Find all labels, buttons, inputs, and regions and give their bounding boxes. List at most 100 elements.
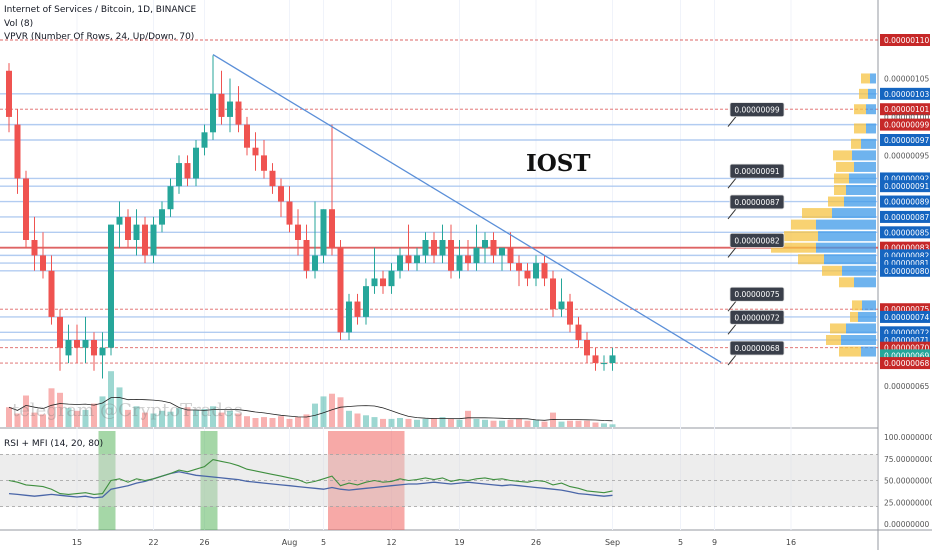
volume-bar (584, 420, 590, 427)
vpvr-up-bar (846, 323, 876, 334)
vpvr-down-bar (822, 265, 842, 276)
annotation-label: 0.00000087 (734, 198, 780, 207)
vpvr-up-bar (832, 208, 876, 219)
candle-body (541, 263, 548, 279)
symbol-label[interactable]: Internet of Services / Bitcoin, 1D, BINA… (4, 5, 197, 15)
candle-body (303, 240, 310, 271)
vpvr-up-bar (854, 277, 876, 288)
vpvr-up-bar (868, 88, 876, 99)
candle-body (142, 224, 148, 256)
volume-bar (150, 413, 157, 427)
candle-body (346, 301, 352, 333)
rsi-axis-label: 50.00000000 (884, 477, 932, 486)
volume-bar (414, 419, 420, 427)
volume-bar (218, 412, 225, 427)
annotation-box (729, 102, 785, 118)
candle-body (354, 301, 361, 317)
candle-body (550, 278, 556, 310)
candle-body (533, 263, 539, 279)
volume-bar (567, 420, 573, 427)
time-axis-label: 19 (454, 538, 464, 547)
vpvr-up-bar (846, 185, 876, 195)
vpvr-up-bar (818, 231, 876, 242)
vpvr-up-bar (852, 150, 876, 161)
candle-body (40, 255, 46, 271)
volume-bar (286, 418, 293, 427)
price-label-bg (880, 226, 930, 239)
vpvr-down-bar (771, 242, 816, 253)
candle-body (159, 209, 165, 225)
vpvr-down-bar (839, 277, 854, 288)
vpvr-up-bar (861, 138, 876, 149)
time-axis-label: 5 (678, 538, 683, 547)
volume-bar (193, 409, 199, 427)
price-axis-label: 0.00000097 (884, 136, 930, 145)
price-axis-label: 0.00000074 (884, 313, 930, 322)
volume-bar (74, 410, 80, 427)
annotation-box (729, 286, 785, 302)
annotation-label: 0.00000091 (734, 167, 780, 176)
candle-body (286, 201, 293, 225)
price-axis-label: 0.00000100 (884, 113, 930, 122)
volume-bar (354, 413, 361, 427)
volume-bar (490, 420, 497, 427)
candle-body (261, 155, 267, 171)
time-axis-label: 26 (531, 538, 541, 547)
volume-bar (524, 420, 531, 427)
candle-body (201, 132, 208, 148)
candle-body (278, 186, 284, 202)
candle-body (48, 270, 55, 317)
volume-bar (48, 388, 55, 427)
volume-bar (346, 410, 352, 427)
volume-bar (176, 408, 182, 427)
volume-bar (65, 408, 72, 427)
annotation-box (729, 163, 785, 179)
candle-body (150, 224, 157, 256)
time-axis-label: Sep (605, 538, 620, 547)
mfi-line (8, 471, 613, 499)
candle-body (397, 255, 403, 271)
volume-bar (473, 418, 480, 427)
volume-bar (507, 419, 514, 427)
volume-bar (159, 410, 165, 427)
price-axis-label: 0.00000082 (884, 251, 930, 260)
price-axis-label: 0.00000105 (884, 74, 930, 83)
volume-bar (601, 423, 607, 427)
volume-bar (592, 422, 599, 427)
volume-bar (6, 407, 12, 427)
rsi-mfi-indicator-label[interactable]: RSI + MFI (14, 20, 80) (4, 439, 104, 449)
vpvr-down-bar (851, 138, 861, 149)
vpvr-indicator-label[interactable]: VPVR (Number Of Rows, 24, Up/Down, 70) (4, 32, 195, 42)
candle-body (82, 340, 89, 348)
candle-body (108, 224, 114, 348)
vpvr-up-bar (816, 219, 876, 230)
vpvr-up-bar (862, 300, 876, 311)
volume-bar (380, 418, 386, 427)
price-label-bg (880, 103, 930, 116)
vpvr-down-bar (798, 254, 824, 265)
volume-bar (397, 418, 403, 427)
price-axis-label: 0.00000089 (884, 198, 930, 207)
price-label-bg (880, 134, 930, 146)
price-axis-label: 0.00000092 (884, 174, 930, 183)
candle-body (473, 247, 480, 264)
price-label-bg (880, 87, 930, 100)
vpvr-down-bar (850, 311, 858, 322)
volume-indicator-label[interactable]: Vol (8) (4, 19, 34, 29)
volume-bar (329, 393, 335, 427)
volume-bar (337, 397, 344, 427)
volume-bar (269, 418, 276, 427)
time-axis-label: 16 (786, 538, 796, 547)
vpvr-down-bar (861, 73, 870, 84)
volume-bar (108, 371, 114, 427)
volume-bar (516, 418, 522, 427)
price-axis-label: 0.00000070 (884, 344, 930, 353)
annotation-label: 0.00000082 (734, 236, 780, 245)
volume-bar (167, 411, 174, 427)
candle-body (210, 93, 216, 133)
candle-body (312, 255, 318, 271)
vpvr-down-bar (834, 173, 849, 184)
vpvr-down-bar (828, 196, 844, 207)
